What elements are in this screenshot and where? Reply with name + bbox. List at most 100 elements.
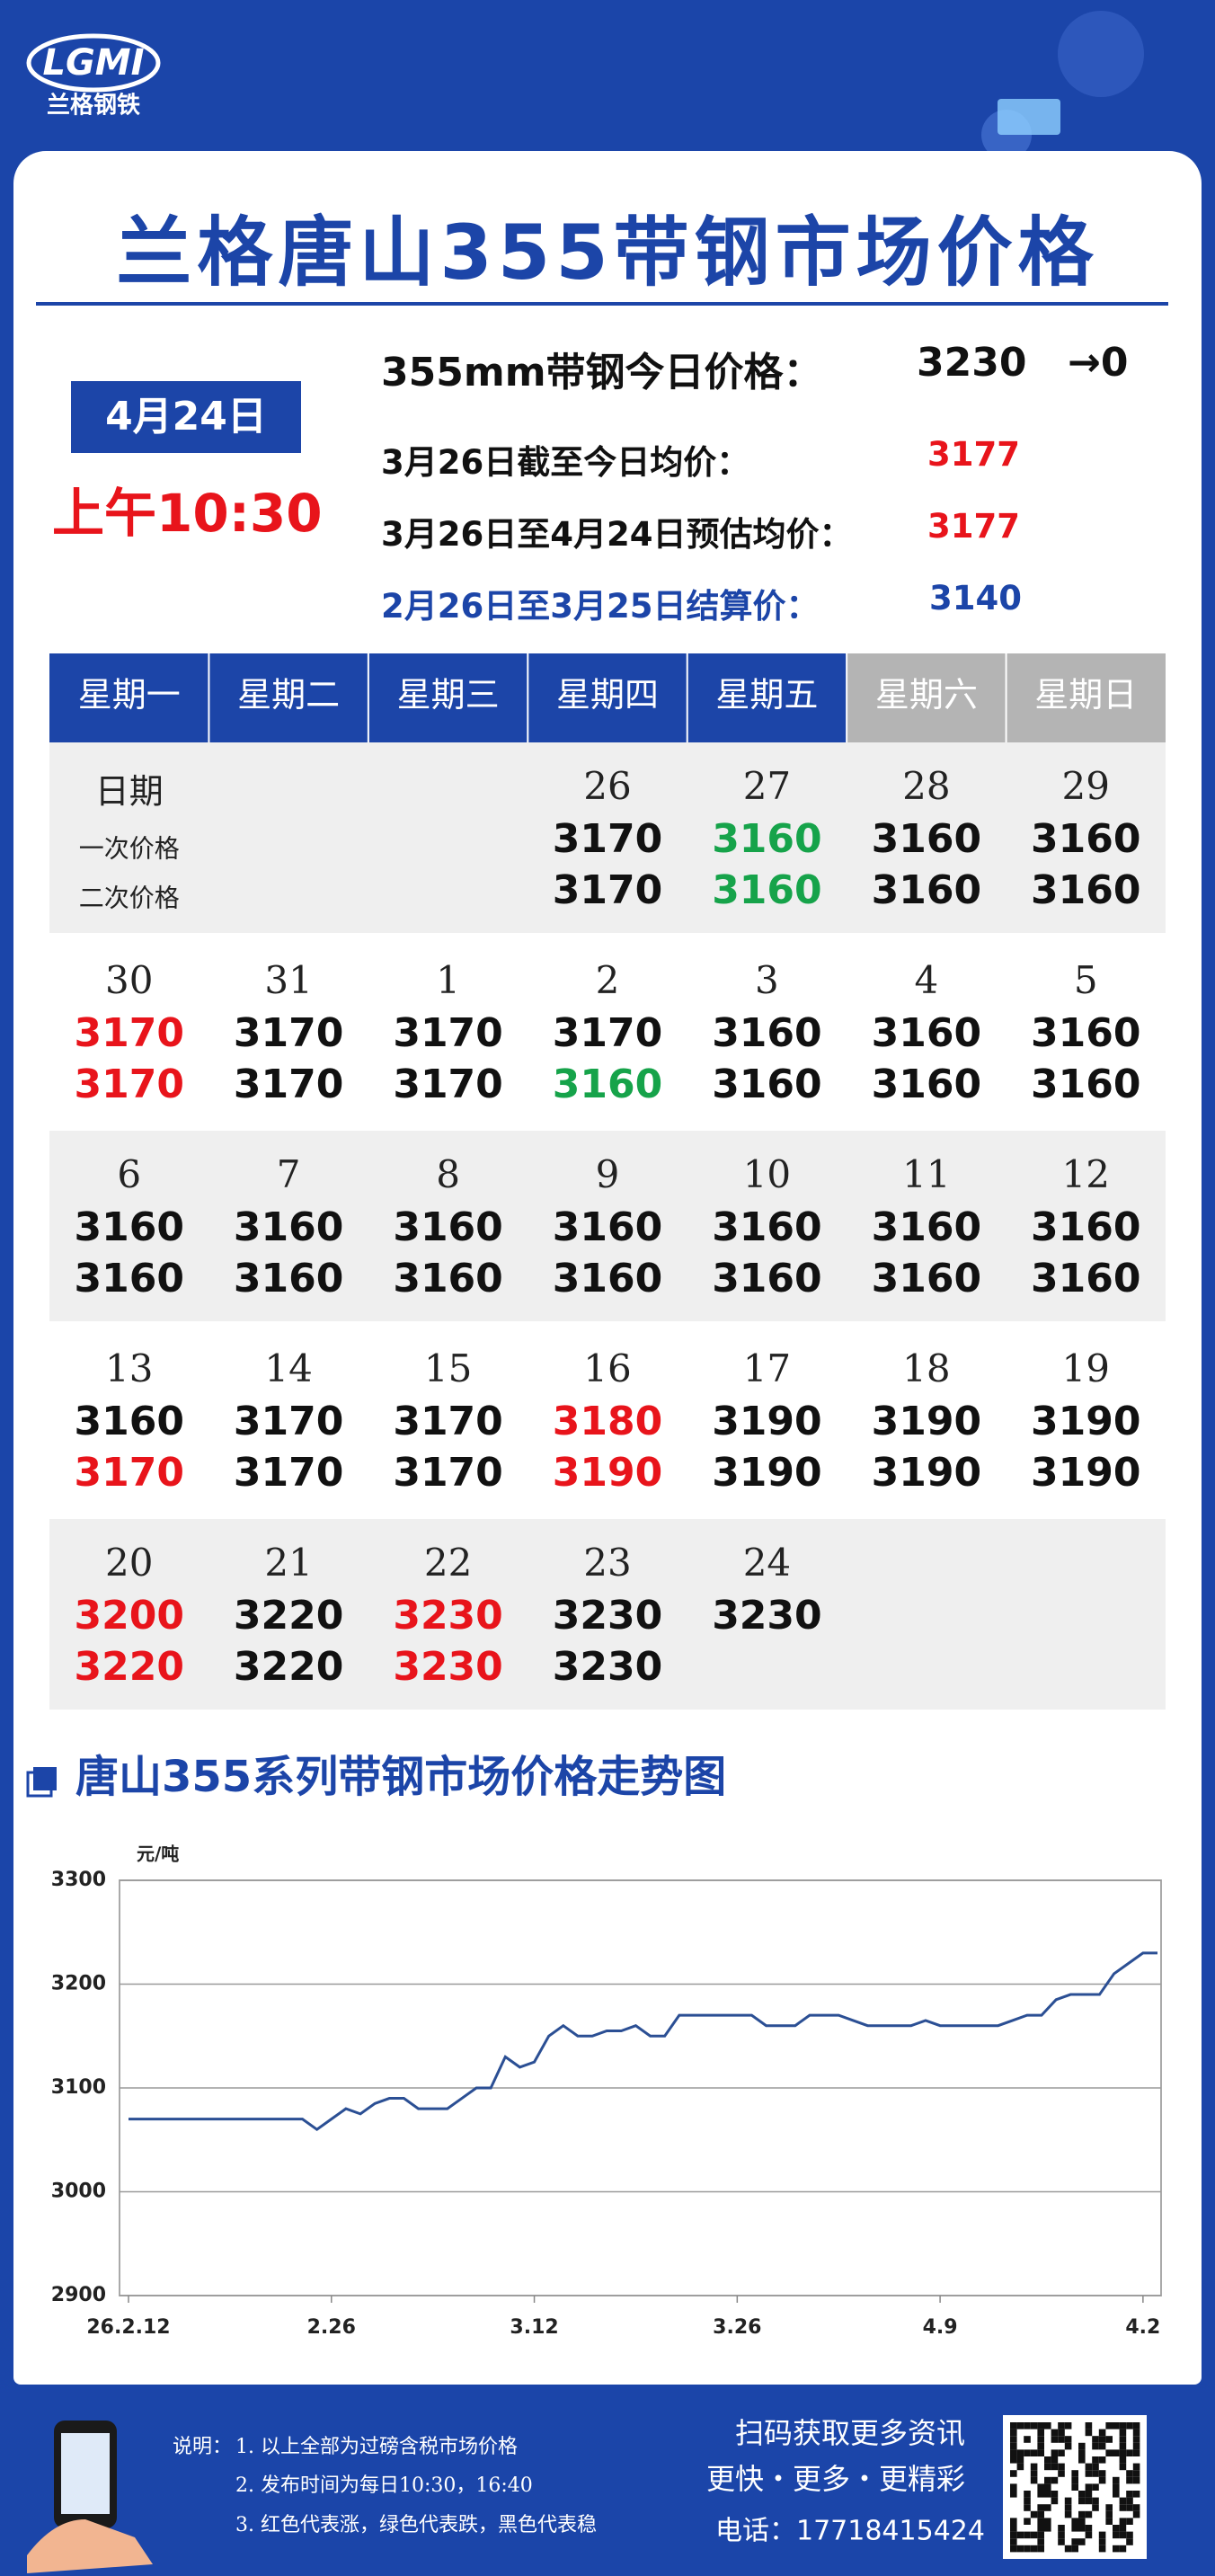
price: 3160 xyxy=(1031,816,1140,862)
qr-module xyxy=(1051,2476,1059,2484)
qr-module xyxy=(1098,2470,1106,2477)
qr-text: 扫码获取更多资讯 xyxy=(735,2416,965,2450)
price: 3160 xyxy=(74,1256,183,1301)
note: 2. 发布时间为每日10:30，16:40 xyxy=(235,2474,533,2497)
qr-module xyxy=(1037,2504,1044,2511)
price: 3170 xyxy=(553,867,662,913)
qr-module xyxy=(1078,2491,1086,2498)
qr-module xyxy=(1051,2429,1059,2437)
qr-module xyxy=(1016,2545,1024,2553)
qr-module xyxy=(1051,2497,1059,2505)
qr-module xyxy=(1119,2456,1127,2464)
footer: 说明： 1. 以上全部为过磅含税市场价格 2. 发布时间为每日10:30，16:… xyxy=(27,2415,1147,2573)
price: 3160 xyxy=(872,1010,981,1056)
qr-module xyxy=(1126,2470,1133,2477)
day: 1 xyxy=(436,958,460,1002)
qr-module xyxy=(1024,2531,1031,2539)
y-tick-label: 3200 xyxy=(51,1973,106,1995)
price: 3160 xyxy=(712,1010,821,1056)
qr-module xyxy=(1092,2504,1099,2511)
qr-module xyxy=(1092,2483,1099,2491)
qr-module xyxy=(1092,2470,1099,2477)
price: 3170 xyxy=(74,1061,183,1107)
qr-module xyxy=(1010,2442,1017,2450)
price: 3220 xyxy=(74,1644,183,1690)
y-tick-label: 3000 xyxy=(51,2181,106,2203)
qr-module xyxy=(1010,2470,1017,2477)
qr-module xyxy=(1037,2429,1044,2437)
price-value: 3140 xyxy=(929,579,1022,617)
price: 3170 xyxy=(74,1010,183,1056)
price: 3160 xyxy=(74,1399,183,1444)
qr-module xyxy=(1132,2491,1140,2498)
price: 3170 xyxy=(553,816,662,862)
qr-module xyxy=(1051,2436,1059,2443)
qr-module xyxy=(1105,2422,1113,2429)
qr-module xyxy=(1078,2538,1086,2545)
weekday: 星期日 xyxy=(1034,675,1137,715)
qr-module xyxy=(1064,2422,1072,2429)
qr-module xyxy=(1098,2538,1106,2545)
day: 7 xyxy=(277,1152,301,1196)
qr-module xyxy=(1113,2449,1120,2456)
x-tick-label: 4.9 xyxy=(923,2316,958,2339)
weekday-cell xyxy=(49,653,209,742)
price-value: 3177 xyxy=(927,507,1020,546)
price: 3170 xyxy=(393,1010,502,1056)
price-value: 3230 xyxy=(917,340,1027,386)
price: 3170 xyxy=(393,1450,502,1496)
price: 3190 xyxy=(872,1450,981,1496)
weekday: 星期三 xyxy=(397,675,500,715)
x-tick-label: 3.26 xyxy=(713,2316,761,2339)
price-label: 355mm带钢今日价格： xyxy=(381,350,823,395)
qr-module xyxy=(1030,2545,1038,2553)
price-line xyxy=(129,1951,1157,2132)
qr-module xyxy=(1024,2491,1031,2498)
qr-module xyxy=(1078,2518,1086,2525)
qr-module xyxy=(1085,2525,1093,2532)
qr-module xyxy=(1064,2510,1072,2518)
qr-module xyxy=(1016,2531,1024,2539)
x-tick-label: 2.26 xyxy=(307,2316,356,2339)
day: 17 xyxy=(743,1346,791,1390)
date: 4月24日 xyxy=(71,381,301,453)
deco-panel xyxy=(998,99,1060,135)
price: 3170 xyxy=(553,1010,662,1056)
qr-module xyxy=(1030,2531,1038,2539)
week-row xyxy=(49,1519,1166,1710)
price: 3160 xyxy=(553,1256,662,1301)
qr-module xyxy=(1132,2442,1140,2450)
row-label: 一次价格 xyxy=(79,834,180,864)
qr-module xyxy=(1092,2497,1099,2505)
day: 22 xyxy=(424,1541,472,1585)
title: 兰格唐山355带钢市场价格 xyxy=(116,209,1099,297)
price: 3160 xyxy=(234,1256,343,1301)
qr-module xyxy=(1037,2545,1044,2553)
qr-module xyxy=(1119,2545,1127,2553)
price: 3170 xyxy=(234,1061,343,1107)
day: 13 xyxy=(105,1346,153,1390)
qr-module xyxy=(1010,2449,1017,2456)
qr-module xyxy=(1051,2449,1059,2456)
qr-module xyxy=(1119,2422,1127,2429)
time: 上午10:30 xyxy=(52,483,323,544)
qr-module xyxy=(1024,2436,1031,2443)
qr-module xyxy=(1132,2504,1140,2511)
price-label: 3月26日至4月24日预估均价： xyxy=(381,515,853,554)
qr-module xyxy=(1098,2531,1106,2539)
qr-module xyxy=(1085,2429,1093,2437)
qr-module xyxy=(1119,2436,1127,2443)
qr-module xyxy=(1010,2538,1017,2545)
qr-module xyxy=(1113,2476,1120,2484)
price: 3160 xyxy=(1031,867,1140,913)
qr-module xyxy=(1058,2525,1065,2532)
brand: 兰格钢铁 xyxy=(47,92,140,120)
price-label: 2月26日至3月25日结算价： xyxy=(381,587,820,626)
note: 3. 红色代表涨，绿色代表跌，黑色代表稳 xyxy=(235,2514,597,2536)
logo: LGMI xyxy=(42,42,144,84)
qr-module xyxy=(1044,2483,1051,2491)
qr-module xyxy=(1037,2491,1044,2498)
qr-module xyxy=(1078,2510,1086,2518)
price: 3170 xyxy=(234,1450,343,1496)
price: 3180 xyxy=(553,1399,662,1444)
